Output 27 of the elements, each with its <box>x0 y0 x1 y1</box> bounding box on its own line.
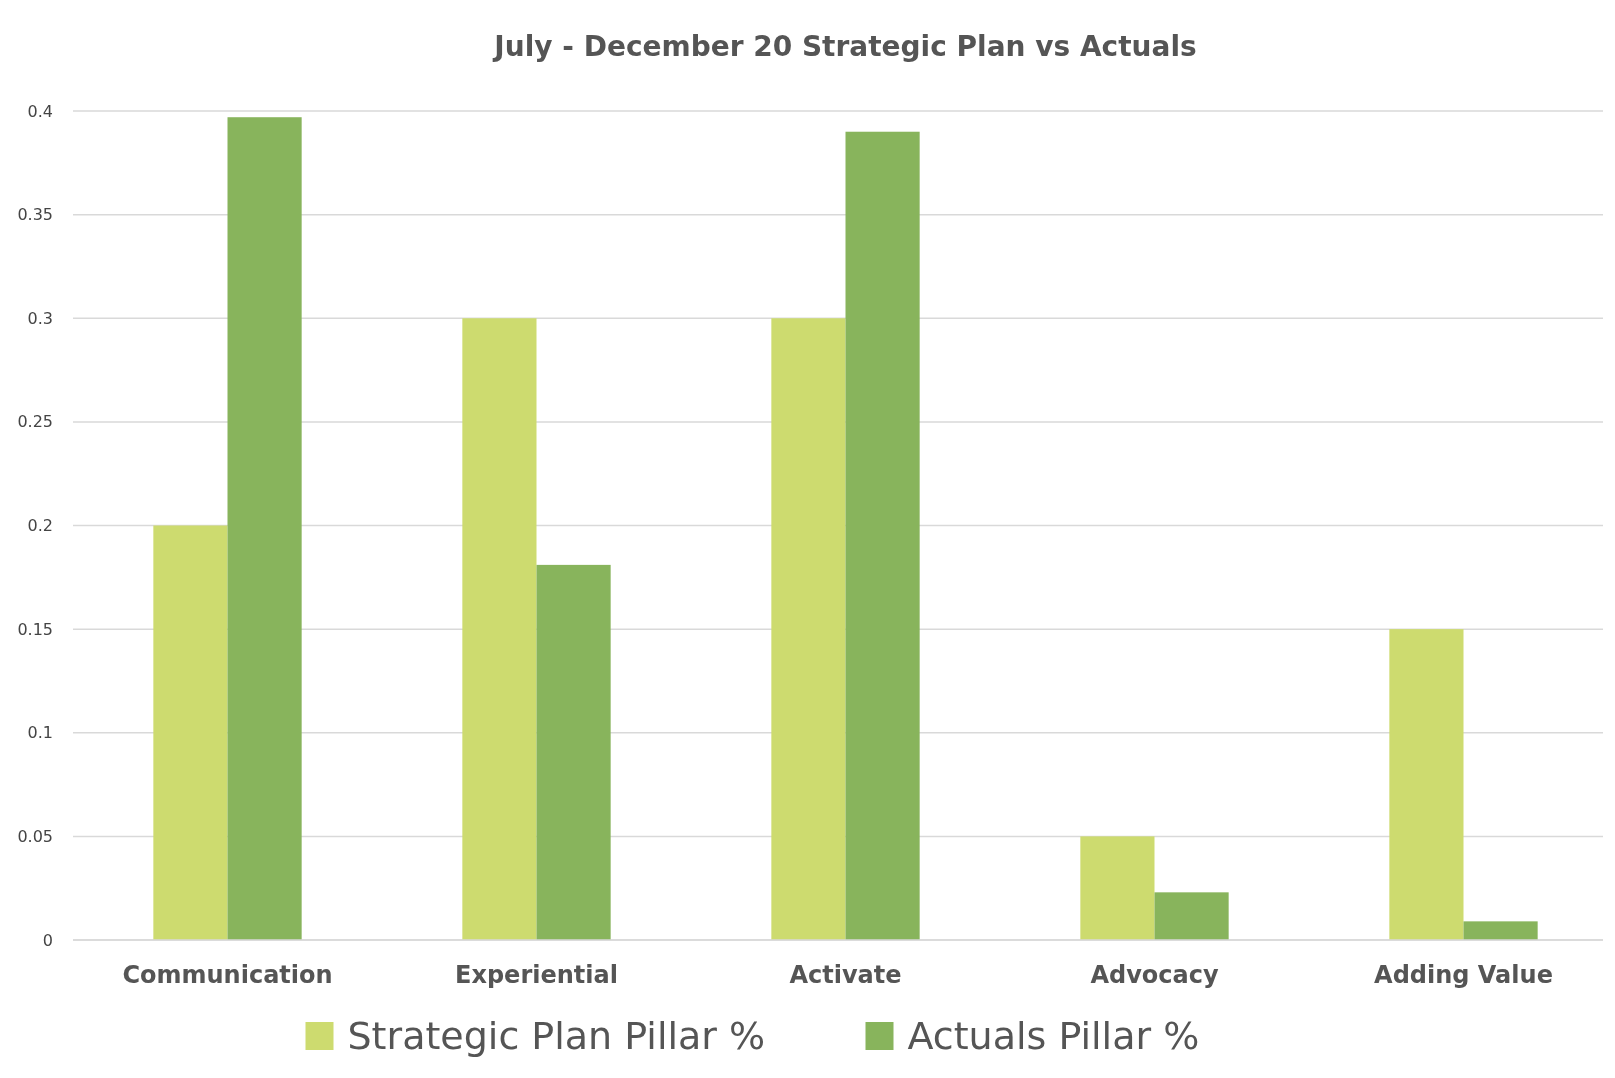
bar <box>536 564 611 940</box>
bar <box>771 318 846 940</box>
x-tick-label: Experiential <box>455 961 618 989</box>
x-tick-label: Activate <box>789 961 902 989</box>
y-tick-label: 0.1 <box>27 723 53 743</box>
bar <box>1080 836 1155 940</box>
x-tick-label: Adding Value <box>1374 961 1553 989</box>
y-tick-label: 0.15 <box>17 619 53 639</box>
bar <box>1463 921 1538 940</box>
y-tick-label: 0 <box>42 930 53 950</box>
bar <box>462 318 537 940</box>
bar <box>227 117 302 940</box>
y-tick-label: 0.35 <box>17 205 53 225</box>
legend-label: Strategic Plan Pillar % <box>347 1014 766 1059</box>
bar <box>1154 892 1229 940</box>
y-tick-label: 0.05 <box>17 826 53 846</box>
bar <box>153 525 228 940</box>
y-tick-label: 0.4 <box>27 101 53 121</box>
x-tick-label: Advocacy <box>1090 961 1219 989</box>
bar <box>845 131 920 940</box>
bar <box>1389 629 1464 940</box>
y-tick-label: 0.25 <box>17 412 53 432</box>
chart-title: July - December 20 Strategic Plan vs Actuals <box>492 30 1197 63</box>
x-tick-label: Communication <box>122 961 333 989</box>
y-tick-label: 0.3 <box>27 308 53 328</box>
y-tick-label: 0.2 <box>27 516 53 536</box>
legend-label: Actuals Pillar % <box>907 1014 1200 1059</box>
